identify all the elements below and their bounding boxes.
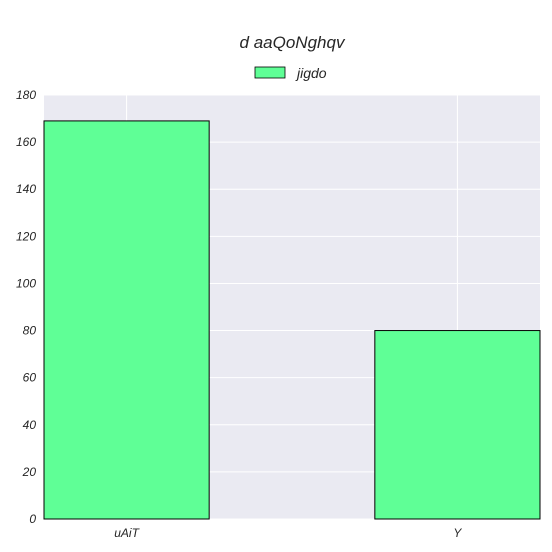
- bars: [43, 120, 541, 520]
- legend-swatch-jigdo: [254, 66, 286, 79]
- y-tick-label-2: 40: [23, 418, 37, 432]
- bar-Y: [374, 330, 541, 520]
- y-tick-label-8: 160: [16, 135, 36, 149]
- x-axis-ticks: uAiT Y: [114, 526, 462, 540]
- y-tick-label-5: 100: [16, 276, 36, 290]
- y-tick-label-6: 120: [16, 229, 36, 243]
- x-tick-label-1: Y: [453, 526, 462, 540]
- y-tick-label-7: 140: [16, 182, 36, 196]
- bar-uAiT: [43, 120, 210, 520]
- y-tick-label-4: 80: [23, 324, 37, 338]
- y-tick-label-0: 0: [29, 512, 36, 526]
- x-tick-label-0: uAiT: [114, 526, 140, 540]
- y-axis-ticks: 0 20 40 60 80 100 120 140 160 180: [16, 88, 36, 526]
- legend-label-jigdo: jigdo: [295, 65, 327, 81]
- y-tick-label-1: 20: [22, 465, 37, 479]
- chart-title: d aaQoNghqv: [240, 33, 346, 52]
- legend: jigdo: [254, 65, 327, 81]
- y-tick-label-9: 180: [16, 88, 36, 102]
- y-tick-label-3: 60: [23, 371, 37, 385]
